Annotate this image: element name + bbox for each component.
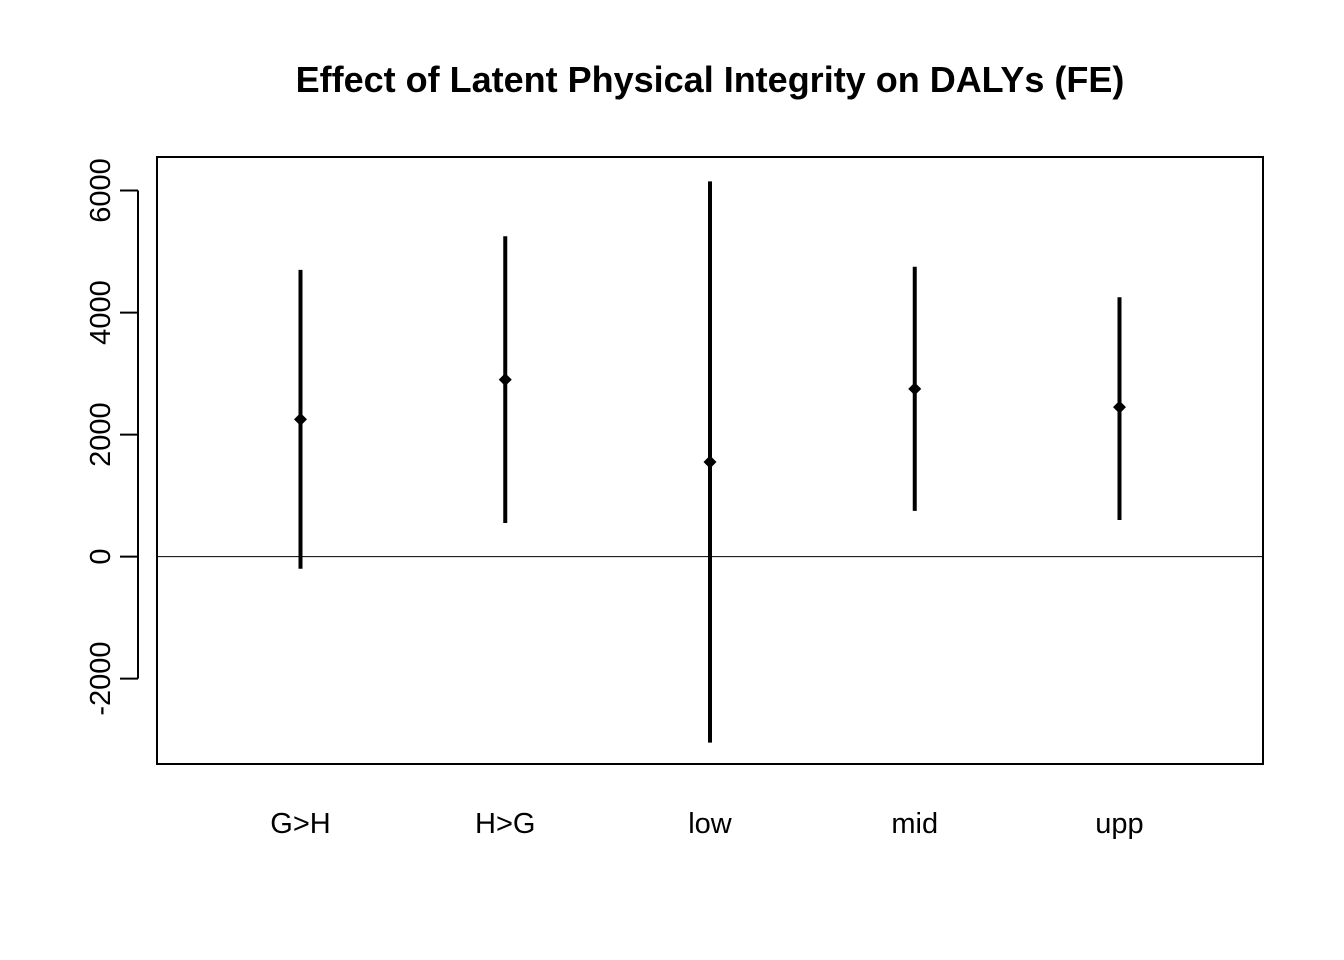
plot-area-frame bbox=[156, 156, 1264, 765]
point-estimate bbox=[498, 373, 512, 387]
x-axis: G>H H>G low mid upp bbox=[270, 808, 1143, 840]
x-tick-label: G>H bbox=[270, 808, 330, 840]
x-tick-label: H>G bbox=[475, 808, 535, 840]
y-axis: -2000 0 2000 4000 6000 bbox=[85, 158, 139, 716]
x-tick-label: mid bbox=[891, 808, 938, 840]
chart-title: Effect of Latent Physical Integrity on D… bbox=[296, 59, 1125, 100]
y-tick-label: 4000 bbox=[85, 280, 117, 345]
y-tick-label: 6000 bbox=[85, 158, 117, 223]
point-estimate bbox=[294, 412, 307, 426]
chart-marks bbox=[157, 181, 1263, 743]
y-tick-label: 2000 bbox=[85, 402, 117, 467]
y-tick-label: -2000 bbox=[85, 642, 117, 716]
y-tick-label: 0 bbox=[85, 549, 117, 565]
x-tick-label: upp bbox=[1095, 808, 1143, 840]
point-estimate bbox=[1113, 400, 1126, 414]
point-estimate bbox=[908, 382, 922, 396]
point-estimate bbox=[703, 455, 717, 469]
x-tick-label: low bbox=[688, 808, 733, 840]
